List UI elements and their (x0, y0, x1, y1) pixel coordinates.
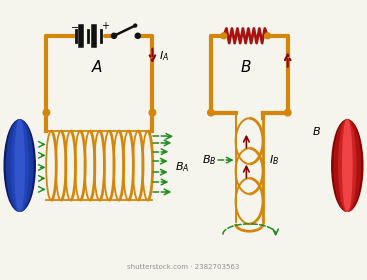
Circle shape (43, 109, 50, 116)
Text: $B$: $B$ (312, 125, 321, 137)
Text: $B_B$: $B_B$ (202, 153, 216, 167)
Ellipse shape (332, 120, 363, 211)
Ellipse shape (11, 120, 28, 211)
Ellipse shape (343, 120, 352, 211)
Circle shape (284, 109, 291, 116)
Text: $I_A$: $I_A$ (159, 49, 169, 63)
Text: $I_B$: $I_B$ (269, 153, 280, 167)
Ellipse shape (7, 120, 33, 211)
Text: $B_A$: $B_A$ (175, 160, 189, 174)
Text: $A$: $A$ (91, 59, 104, 75)
Ellipse shape (15, 120, 24, 211)
Circle shape (135, 33, 140, 38)
Ellipse shape (334, 120, 360, 211)
Ellipse shape (339, 120, 356, 211)
Ellipse shape (4, 120, 35, 211)
Circle shape (265, 33, 270, 39)
Circle shape (149, 109, 156, 116)
Circle shape (112, 33, 117, 38)
Circle shape (221, 33, 227, 39)
Circle shape (134, 24, 137, 27)
Text: shutterstock.com · 2382703563: shutterstock.com · 2382703563 (127, 264, 240, 270)
Text: $-$: $-$ (70, 20, 79, 31)
Text: $B$: $B$ (240, 59, 251, 75)
Circle shape (208, 109, 214, 116)
Text: $+$: $+$ (101, 20, 110, 31)
